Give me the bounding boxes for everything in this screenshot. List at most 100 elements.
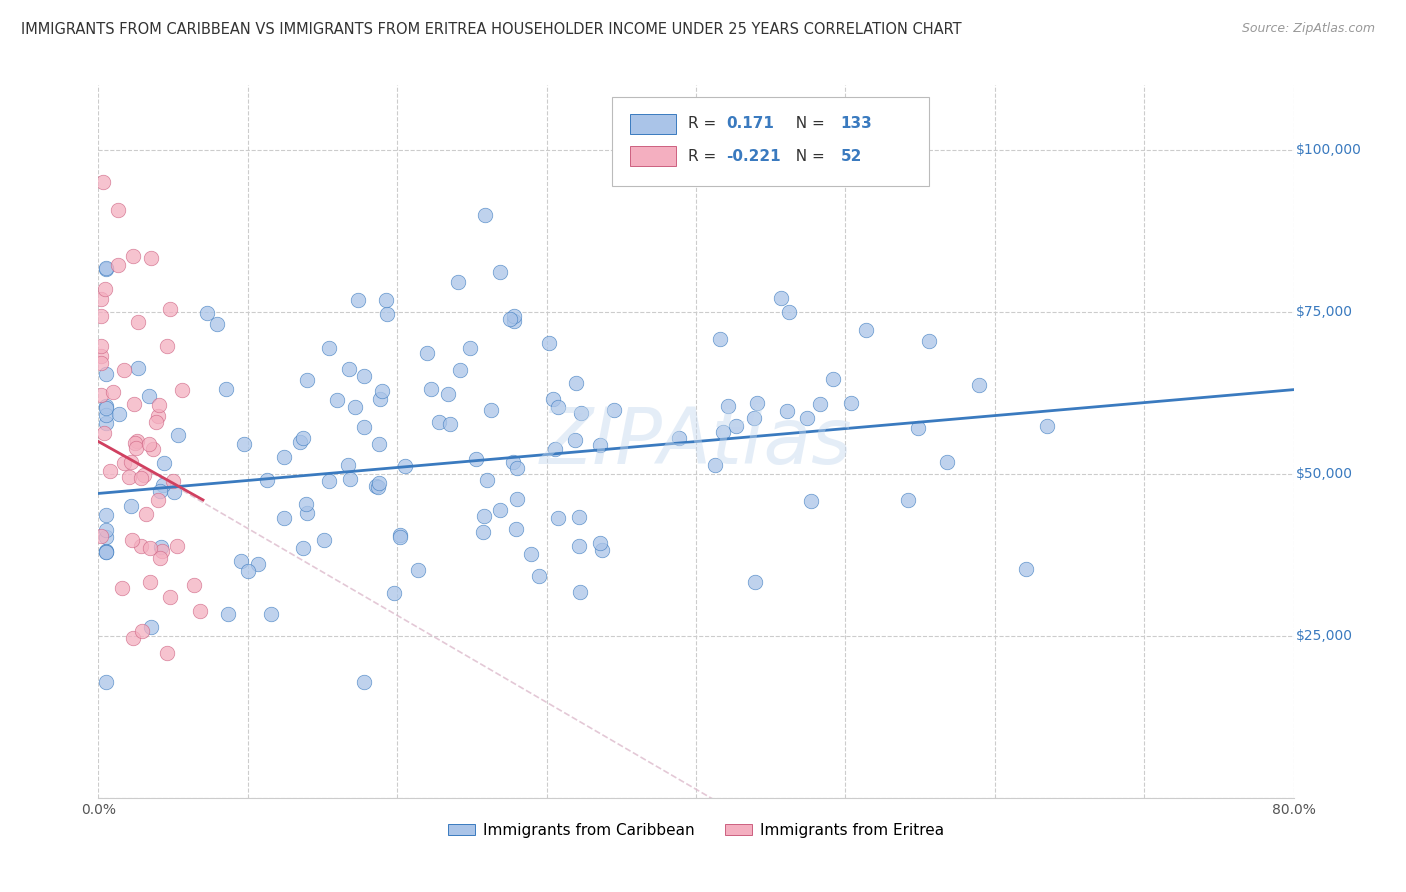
Point [149, 540, 172, 554]
Point [145, 415, 167, 429]
Point [94, 399, 117, 413]
Point [94, 674, 117, 689]
Point [368, 437, 391, 451]
Point [1015, 562, 1038, 576]
Point [488, 265, 510, 279]
Point [353, 674, 375, 689]
Point [94, 260, 117, 275]
Point [93, 426, 115, 441]
Point [90, 339, 112, 353]
Point [166, 428, 188, 442]
FancyBboxPatch shape [630, 114, 676, 134]
Point [419, 382, 441, 396]
Point [506, 460, 529, 475]
Point [94, 282, 117, 296]
Point [839, 396, 862, 410]
Text: N =: N = [786, 117, 830, 131]
Point [569, 406, 592, 420]
Point [337, 362, 360, 376]
Point [371, 384, 394, 398]
Text: IMMIGRANTS FROM CARIBBEAN VS IMMIGRANTS FROM ERITREA HOUSEHOLDER INCOME UNDER 25: IMMIGRANTS FROM CARIBBEAN VS IMMIGRANTS … [21, 22, 962, 37]
Point [368, 476, 391, 491]
Point [91, 175, 114, 189]
Point [823, 372, 845, 386]
Point [897, 493, 920, 508]
Point [291, 431, 314, 445]
Point [246, 558, 269, 572]
Point [808, 397, 831, 411]
Point [918, 334, 941, 348]
Point [318, 475, 340, 489]
Text: 52: 52 [841, 149, 862, 163]
Point [127, 360, 149, 375]
Point [94, 409, 117, 423]
Point [447, 275, 470, 289]
Point [132, 467, 155, 482]
Point [907, 421, 929, 435]
Point [153, 456, 176, 470]
Point [506, 491, 529, 506]
Point [449, 362, 471, 376]
Point [565, 376, 588, 390]
Point [103, 385, 125, 400]
Point [318, 341, 340, 355]
Point [183, 578, 205, 592]
Point [474, 208, 496, 222]
Point [142, 442, 165, 457]
Point [121, 533, 143, 547]
Point [520, 547, 543, 561]
Point [135, 508, 157, 522]
Point [543, 392, 565, 406]
Text: ZIPAtlas: ZIPAtlas [540, 403, 852, 480]
Point [503, 313, 526, 327]
Point [111, 581, 134, 595]
Point [107, 202, 129, 217]
Point [172, 383, 194, 397]
Point [94, 416, 117, 430]
Point [416, 345, 439, 359]
Point [94, 544, 117, 558]
Point [388, 528, 411, 542]
Point [149, 550, 172, 565]
Point [112, 456, 135, 470]
Point [229, 554, 252, 568]
Point [472, 509, 495, 524]
Point [353, 419, 375, 434]
Point [502, 309, 524, 323]
FancyBboxPatch shape [613, 97, 929, 186]
Point [131, 471, 153, 485]
Point [668, 431, 690, 445]
Point [427, 415, 450, 429]
Point [217, 607, 239, 621]
Point [124, 436, 146, 450]
Point [374, 293, 396, 307]
Point [547, 511, 569, 525]
Point [471, 524, 494, 539]
Point [152, 477, 174, 491]
Point [502, 455, 524, 469]
Point [769, 291, 792, 305]
Point [377, 307, 399, 321]
Point [260, 607, 283, 621]
Point [159, 301, 181, 316]
Point [744, 574, 766, 589]
Point [94, 523, 117, 537]
Point [146, 409, 169, 423]
Text: Source: ZipAtlas.com: Source: ZipAtlas.com [1241, 22, 1375, 36]
Point [439, 417, 461, 431]
Point [273, 450, 295, 464]
Point [131, 624, 153, 638]
Legend: Immigrants from Caribbean, Immigrants from Eritrea: Immigrants from Caribbean, Immigrants fr… [441, 817, 950, 844]
Point [90, 309, 112, 323]
Point [98, 464, 121, 478]
Point [564, 433, 586, 447]
Point [90, 529, 112, 543]
Point [538, 335, 561, 350]
Point [149, 484, 172, 499]
Point [139, 251, 162, 265]
Point [568, 510, 591, 524]
Point [505, 522, 527, 536]
Point [138, 389, 160, 403]
Point [94, 545, 117, 559]
Point [108, 407, 131, 421]
